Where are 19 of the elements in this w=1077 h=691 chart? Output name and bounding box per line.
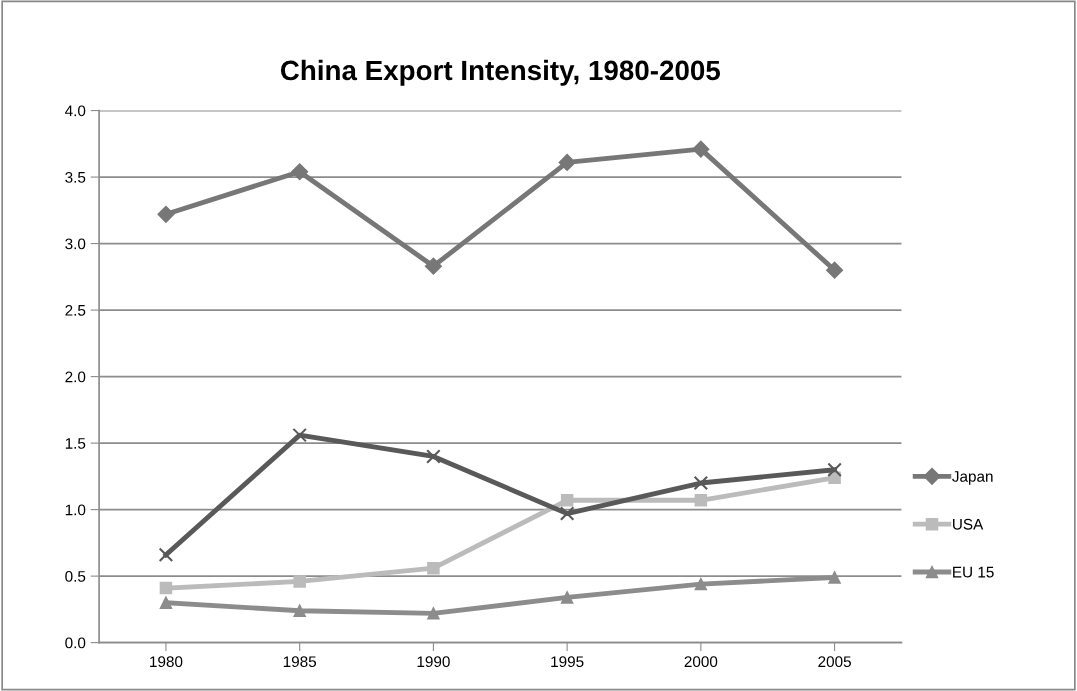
y-tick-label: 2.5 (65, 304, 86, 316)
x-tick-label: 1990 (417, 656, 450, 668)
x-tick-label: 2000 (684, 656, 718, 668)
x-tick-label: 2005 (818, 656, 851, 668)
legend-label: Japan (952, 471, 993, 485)
legend-label: EU 15 (953, 566, 994, 578)
x-tick-label: 1995 (551, 656, 584, 668)
y-tick-label: 0.0 (65, 637, 86, 649)
y-tick-label: 0.5 (65, 570, 86, 582)
x-tick-label: 1985 (283, 656, 317, 668)
y-tick-label: 3.5 (65, 171, 86, 183)
y-tick-label: 3.0 (65, 238, 86, 250)
y-tick-label: 4.0 (65, 105, 86, 117)
y-tick-label: 1.0 (65, 504, 86, 516)
x-tick-label: 1980 (150, 656, 183, 668)
chart-title: China Export Intensity, 1980-2005 (280, 59, 721, 86)
y-tick-label: 2.0 (65, 371, 86, 383)
y-tick-label: 1.5 (65, 438, 86, 449)
legend-label: USA (953, 518, 984, 530)
